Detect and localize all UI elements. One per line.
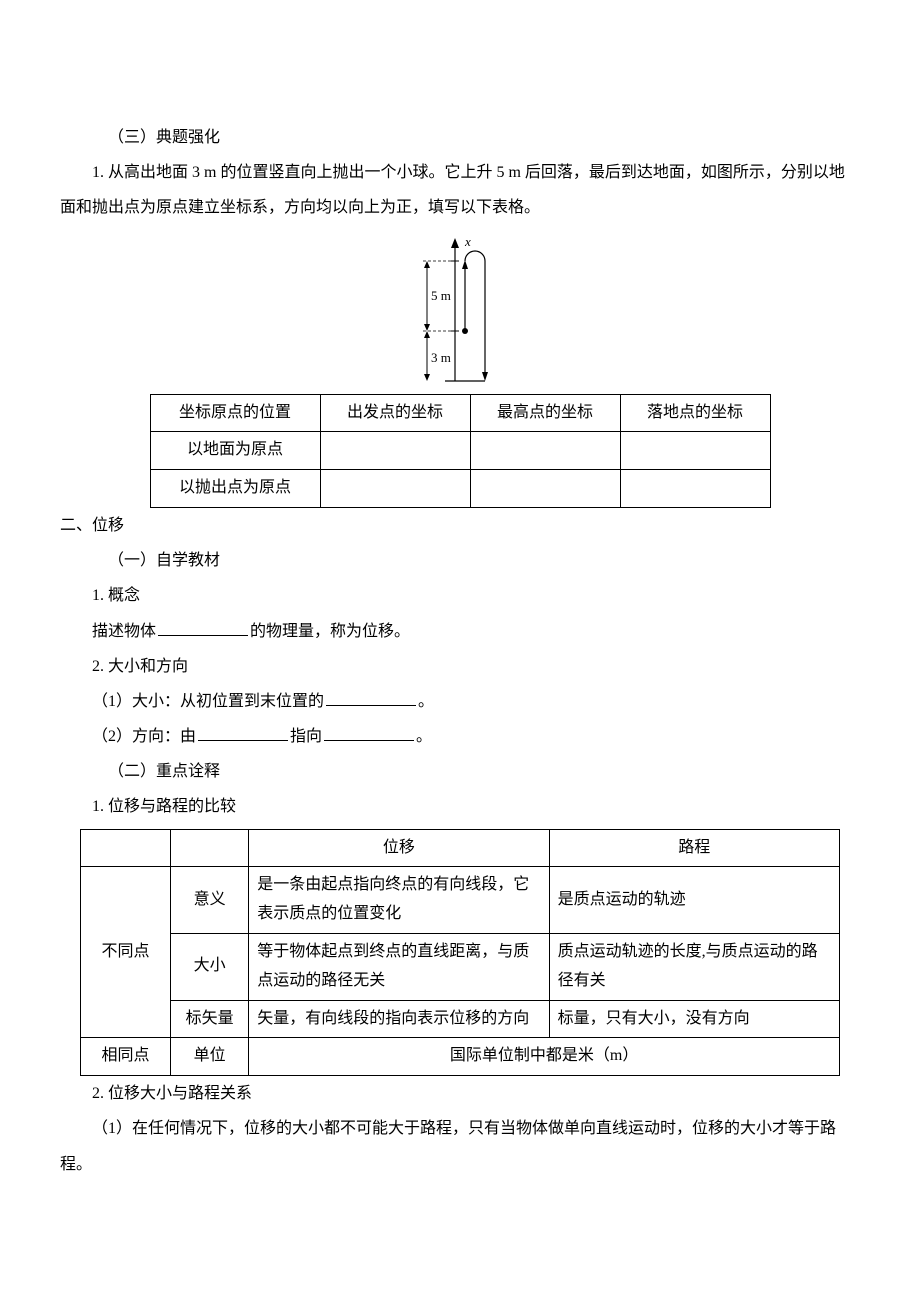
size-direction-heading: 2. 大小和方向 [60, 649, 860, 684]
subsection-1: （一）自学教材 [60, 543, 860, 578]
section-3-title: （三）典题强化 [60, 120, 860, 155]
fill-blank[interactable] [326, 690, 416, 706]
coordinate-table: 坐标原点的位置 出发点的坐标 最高点的坐标 落地点的坐标 以地面为原点 以抛出点… [150, 394, 771, 508]
meaning-path: 是质点运动的轨迹 [549, 867, 839, 934]
table-row: 以抛出点为原点 [150, 470, 770, 508]
label-5m: 5 m [431, 288, 451, 303]
empty-cell [320, 432, 470, 470]
comparison-table: 位移 路程 不同点 意义 是一条由起点指向终点的有向线段，它表示质点的位置变化 … [80, 829, 840, 1077]
table-row: 位移 路程 [81, 829, 840, 867]
text-fragment: （2）方向：由 [92, 728, 196, 745]
text-fragment: 的物理量，称为位移。 [250, 623, 410, 640]
text-fragment: 指向 [290, 728, 322, 745]
comparison-heading: 1. 位移与路程的比较 [60, 789, 860, 824]
header-origin: 坐标原点的位置 [150, 394, 320, 432]
empty-cell [320, 470, 470, 508]
header-displacement: 位移 [249, 829, 549, 867]
question-1: 1. 从高出地面 3 m 的位置竖直向上抛出一个小球。它上升 5 m 后回落，最… [60, 155, 860, 225]
trajectory-diagram: x 5 m 3 m [60, 236, 860, 386]
table-row: 不同点 意义 是一条由起点指向终点的有向线段，它表示质点的位置变化 是质点运动的… [81, 867, 840, 934]
size-line: （1）大小：从初位置到末位置的 。 [60, 684, 860, 719]
fill-blank[interactable] [158, 620, 248, 636]
section-2-title: 二、位移 [60, 508, 860, 543]
row-difference: 不同点 [81, 867, 171, 1038]
text-fragment: 。 [416, 728, 432, 745]
fill-blank[interactable] [198, 725, 288, 741]
text-fragment: 。 [418, 693, 434, 710]
empty-cell [81, 829, 171, 867]
direction-line: （2）方向：由 指向 。 [60, 719, 860, 754]
row-size: 大小 [171, 934, 249, 1001]
text-fragment: （1）大小：从初位置到末位置的 [92, 693, 324, 710]
row-scalar-vector: 标矢量 [171, 1000, 249, 1038]
sv-displacement: 矢量，有向线段的指向表示位移的方向 [249, 1000, 549, 1038]
concept-line: 描述物体 的物理量，称为位移。 [60, 614, 860, 649]
header-highest: 最高点的坐标 [470, 394, 620, 432]
row-unit: 单位 [171, 1038, 249, 1076]
row-ground-origin: 以地面为原点 [150, 432, 320, 470]
text-fragment: 描述物体 [92, 623, 156, 640]
size-displacement: 等于物体起点到终点的直线距离，与质点运动的路径无关 [249, 934, 549, 1001]
empty-cell [470, 432, 620, 470]
row-meaning: 意义 [171, 867, 249, 934]
table-row: 大小 等于物体起点到终点的直线距离，与质点运动的路径无关 质点运动轨迹的长度,与… [81, 934, 840, 1001]
table-row: 以地面为原点 [150, 432, 770, 470]
header-path: 路程 [549, 829, 839, 867]
header-landing: 落地点的坐标 [620, 394, 770, 432]
relation-text: （1）在任何情况下，位移的大小都不可能大于路程，只有当物体做单向直线运动时，位移… [60, 1111, 860, 1181]
empty-cell [171, 829, 249, 867]
subsection-2: （二）重点诠释 [60, 754, 860, 789]
fill-blank[interactable] [324, 725, 414, 741]
meaning-displacement: 是一条由起点指向终点的有向线段，它表示质点的位置变化 [249, 867, 549, 934]
table-row: 相同点 单位 国际单位制中都是米（m） [81, 1038, 840, 1076]
empty-cell [620, 470, 770, 508]
label-3m: 3 m [431, 350, 451, 365]
table-row: 标矢量 矢量，有向线段的指向表示位移的方向 标量，只有大小，没有方向 [81, 1000, 840, 1038]
axis-label: x [464, 236, 471, 249]
empty-cell [620, 432, 770, 470]
sv-path: 标量，只有大小，没有方向 [549, 1000, 839, 1038]
concept-heading: 1. 概念 [60, 578, 860, 613]
unit-value: 国际单位制中都是米（m） [249, 1038, 840, 1076]
empty-cell [470, 470, 620, 508]
relation-heading: 2. 位移大小与路程关系 [60, 1076, 860, 1111]
row-throw-origin: 以抛出点为原点 [150, 470, 320, 508]
header-start: 出发点的坐标 [320, 394, 470, 432]
row-same: 相同点 [81, 1038, 171, 1076]
table-row: 坐标原点的位置 出发点的坐标 最高点的坐标 落地点的坐标 [150, 394, 770, 432]
size-path: 质点运动轨迹的长度,与质点运动的路径有关 [549, 934, 839, 1001]
